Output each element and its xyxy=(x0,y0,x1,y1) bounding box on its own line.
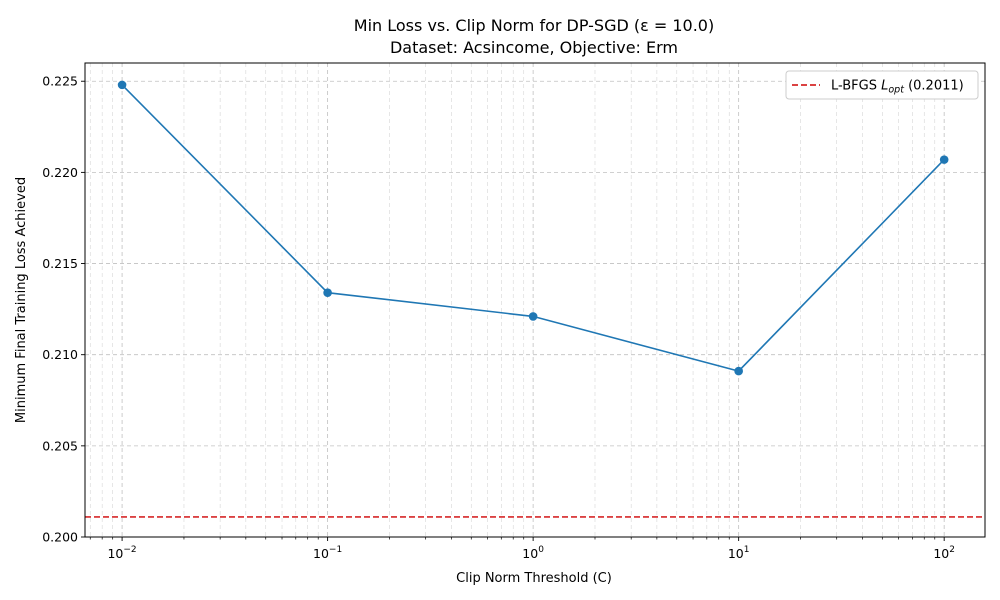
chart-title-line2: Dataset: Acsincome, Objective: Erm xyxy=(390,38,678,57)
legend-box xyxy=(785,70,979,100)
y-tick-label: 0.215 xyxy=(42,256,78,271)
x-axis-ticks: 10−2 10−1 100 101 102 xyxy=(89,537,955,561)
y-axis-ticks: 0.200 0.205 0.210 0.215 0.220 0.225 xyxy=(42,74,85,545)
y-tick-label: 0.225 xyxy=(42,74,78,89)
x-tick-label-exponent: −1 xyxy=(329,545,342,555)
series-layer xyxy=(117,80,949,376)
plot-frame xyxy=(84,62,986,538)
x-tick-label-exponent: 2 xyxy=(949,545,955,555)
legend-label-symbol: L xyxy=(881,79,888,94)
y-tick-label: 0.205 xyxy=(42,438,78,453)
legend-label: L-BFGS Lopt (0.2011) xyxy=(831,79,964,96)
y-tick-label: 0.200 xyxy=(42,530,78,545)
x-tick-label-base: 10 xyxy=(107,546,123,561)
grid-layer xyxy=(85,63,985,538)
x-tick-label-base: 10 xyxy=(522,546,538,561)
data-point xyxy=(734,366,743,376)
x-tick-label-exponent: 0 xyxy=(538,545,544,555)
data-point xyxy=(939,155,949,164)
legend-label-prefix: L-BFGS xyxy=(831,79,881,94)
y-tick-label: 0.210 xyxy=(42,347,78,362)
x-tick-label: 100 xyxy=(522,545,544,561)
x-tick-label: 101 xyxy=(728,545,750,561)
x-tick-label: 102 xyxy=(933,545,955,561)
y-tick-label: 0.220 xyxy=(42,165,78,180)
data-point xyxy=(117,80,127,90)
legend-label-subscript: opt xyxy=(888,85,905,96)
x-tick-label-base: 10 xyxy=(313,546,329,561)
x-tick-label-exponent: 1 xyxy=(744,545,750,555)
x-tick-label: 10−1 xyxy=(313,545,342,561)
chart-title-line1: Min Loss vs. Clip Norm for DP-SGD (ε = 1… xyxy=(354,16,714,35)
legend-label-suffix: (0.2011) xyxy=(904,79,964,94)
x-tick-label-base: 10 xyxy=(728,546,744,561)
legend: L-BFGS Lopt (0.2011) xyxy=(785,70,979,100)
x-tick-label-exponent: −2 xyxy=(123,545,136,555)
x-tick-label-base: 10 xyxy=(933,546,949,561)
x-axis-label: Clip Norm Threshold (C) xyxy=(456,571,612,586)
data-point xyxy=(323,288,332,298)
x-tick-label: 10−2 xyxy=(107,545,136,561)
y-axis-label: Minimum Final Training Loss Achieved xyxy=(14,177,29,423)
data-point xyxy=(528,312,538,321)
